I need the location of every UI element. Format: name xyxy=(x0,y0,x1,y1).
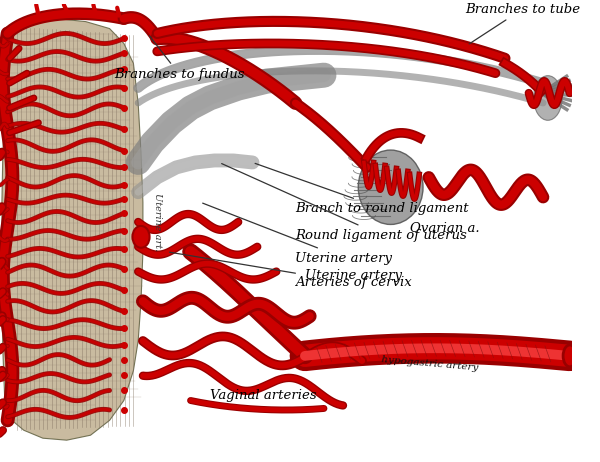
Text: Round ligament of uterus: Round ligament of uterus xyxy=(221,164,467,242)
Ellipse shape xyxy=(563,345,577,367)
Ellipse shape xyxy=(358,150,423,225)
Text: Branch to round ligament: Branch to round ligament xyxy=(255,164,469,215)
Text: Uterine artery: Uterine artery xyxy=(203,203,392,265)
Text: hypogastric artery: hypogastric artery xyxy=(381,355,479,373)
Text: Branches to tube: Branches to tube xyxy=(465,3,580,44)
Text: Branches to fundus: Branches to fundus xyxy=(115,36,245,81)
Text: Uterine artery: Uterine artery xyxy=(305,269,402,282)
Text: Vaginal arteries: Vaginal arteries xyxy=(209,389,316,401)
Text: Uterine art.: Uterine art. xyxy=(153,193,162,251)
Polygon shape xyxy=(2,18,143,440)
Text: Arteries of cervix: Arteries of cervix xyxy=(169,252,412,289)
Ellipse shape xyxy=(533,76,562,120)
Text: Ovarian a.: Ovarian a. xyxy=(410,222,479,235)
Ellipse shape xyxy=(133,226,149,248)
